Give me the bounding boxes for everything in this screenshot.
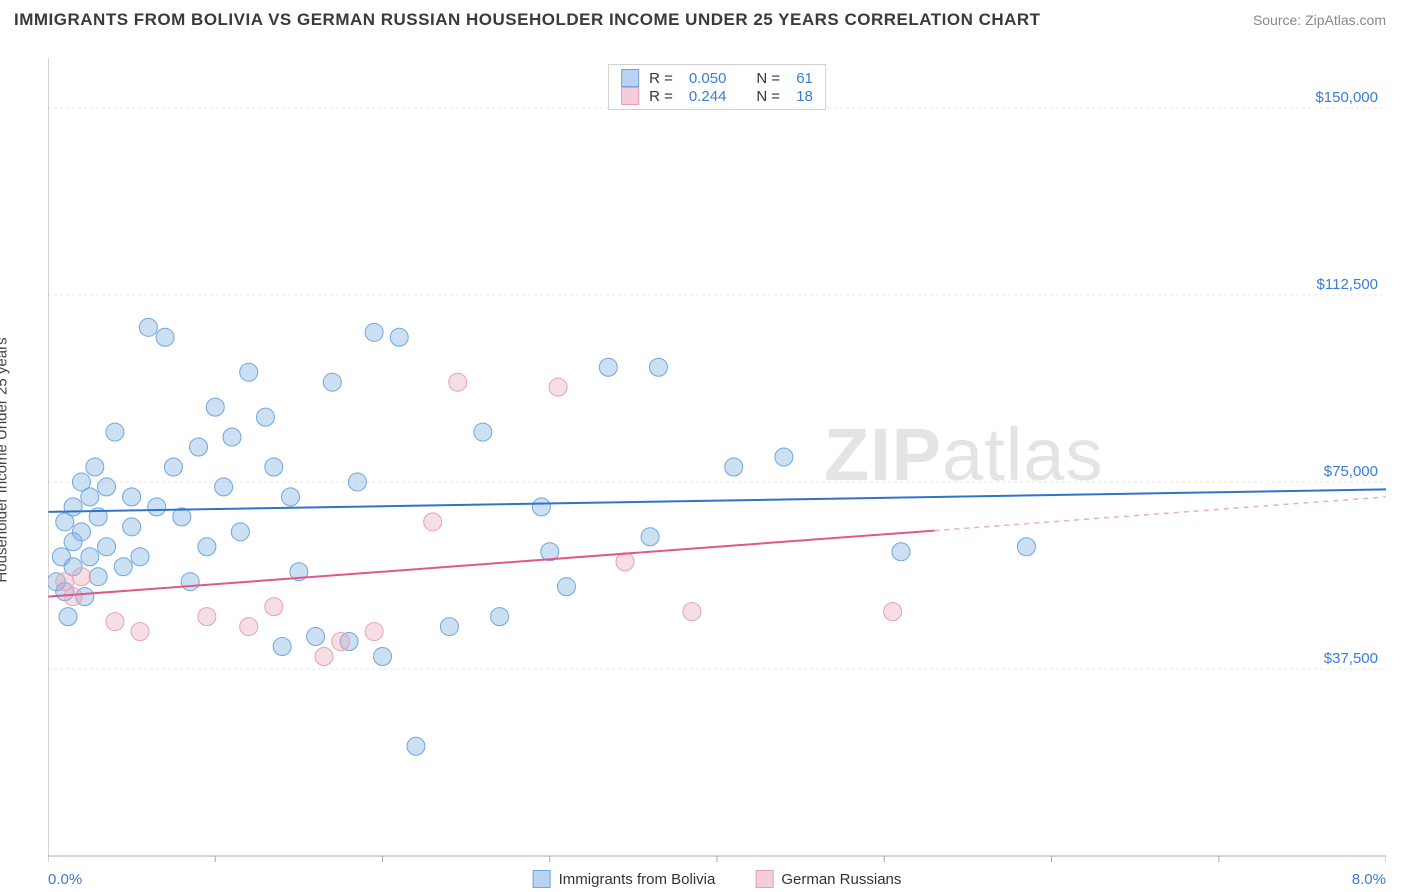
legend-label: Immigrants from Bolivia [559,871,716,888]
data-point [449,373,467,391]
data-point [223,428,241,446]
data-point [81,548,99,566]
data-point [491,608,509,626]
legend-item: Immigrants from Bolivia [533,870,716,888]
data-point [114,558,132,576]
data-point [156,328,174,346]
correlation-legend: R = 0.050 N = 61 R = 0.244 N = 18 [608,64,826,110]
data-point [683,603,701,621]
data-point [72,568,90,586]
data-point [86,458,104,476]
watermark: ZIPatlas [824,412,1103,497]
data-point [307,628,325,646]
chart-title: IMMIGRANTS FROM BOLIVIA VS GERMAN RUSSIA… [14,10,1041,30]
data-point [265,458,283,476]
data-point [775,448,793,466]
data-point [64,498,82,516]
legend-stat-row: R = 0.244 N = 18 [621,87,813,105]
data-point [106,613,124,631]
source-label: Source: ZipAtlas.com [1253,12,1386,28]
data-point [273,638,291,656]
data-point [106,423,124,441]
data-point [81,488,99,506]
data-point [240,363,258,381]
data-point [123,488,141,506]
data-point [164,458,182,476]
y-gridline-label: $150,000 [1315,89,1378,106]
data-point [148,498,166,516]
series-legend: Immigrants from Bolivia German Russians [533,870,902,888]
chart-container: Householder Income Under 25 years $37,50… [48,58,1386,862]
data-point [231,523,249,541]
data-point [884,603,902,621]
data-point [557,578,575,596]
data-point [323,373,341,391]
chart-header: IMMIGRANTS FROM BOLIVIA VS GERMAN RUSSIA… [0,0,1406,36]
data-point [98,538,116,556]
data-point [374,648,392,666]
data-point [206,398,224,416]
y-axis-label: Householder Income Under 25 years [0,337,11,582]
legend-swatch [533,870,551,888]
data-point [365,323,383,341]
data-point [348,473,366,491]
data-point [649,358,667,376]
data-point [424,513,442,531]
data-point [265,598,283,616]
data-point [64,588,82,606]
legend-item: German Russians [755,870,901,888]
data-point [365,623,383,641]
data-point [616,553,634,571]
data-point [123,518,141,536]
n-value: 18 [796,88,813,105]
legend-swatch [621,87,639,105]
data-point [892,543,910,561]
data-point [190,438,208,456]
data-point [72,523,90,541]
y-gridline-label: $112,500 [1317,276,1378,293]
y-gridline-label: $75,000 [1324,463,1378,480]
r-value: 0.244 [689,88,727,105]
data-point [407,737,425,755]
data-point [641,528,659,546]
y-gridline-label: $37,500 [1324,650,1378,667]
data-point [532,498,550,516]
data-point [139,318,157,336]
data-point [282,488,300,506]
data-point [198,608,216,626]
data-point [440,618,458,636]
x-axis-min-label: 0.0% [48,871,82,888]
n-label: N = [756,70,780,87]
x-axis-max-label: 8.0% [1352,871,1386,888]
data-point [332,633,350,651]
data-point [198,538,216,556]
data-point [89,568,107,586]
data-point [599,358,617,376]
data-point [215,478,233,496]
r-label: R = [649,88,673,105]
data-point [474,423,492,441]
data-point [1017,538,1035,556]
scatter-plot: $37,500 $75,000 $112,500 $150,000 [48,58,1386,862]
data-point [315,648,333,666]
data-point [181,573,199,591]
r-label: R = [649,70,673,87]
data-point [98,478,116,496]
legend-stat-row: R = 0.050 N = 61 [621,69,813,87]
legend-swatch [755,870,773,888]
data-point [131,623,149,641]
legend-label: German Russians [781,871,901,888]
n-value: 61 [796,70,813,87]
r-value: 0.050 [689,70,727,87]
data-point [131,548,149,566]
data-point [240,618,258,636]
data-point [390,328,408,346]
data-point [256,408,274,426]
legend-swatch [621,69,639,87]
data-point [725,458,743,476]
n-label: N = [756,88,780,105]
data-point [59,608,77,626]
data-point [549,378,567,396]
